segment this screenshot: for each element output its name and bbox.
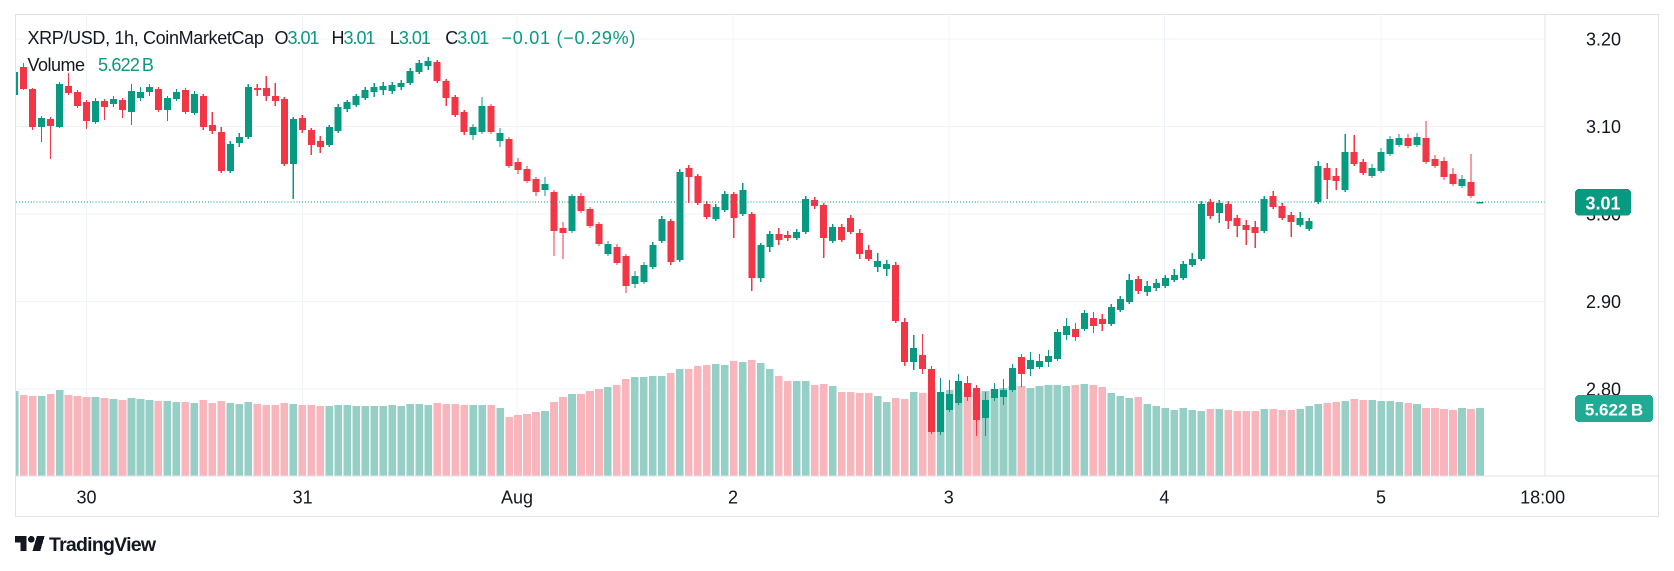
- svg-text:2: 2: [728, 488, 738, 508]
- svg-text:5.622 B: 5.622 B: [1585, 401, 1643, 420]
- svg-text:TradingView: TradingView: [49, 534, 157, 556]
- svg-text:3: 3: [944, 488, 954, 508]
- svg-text:31: 31: [293, 488, 313, 508]
- svg-text:2.80: 2.80: [1586, 380, 1621, 400]
- svg-text:18:00: 18:00: [1520, 488, 1565, 508]
- svg-text:Volume: Volume: [28, 55, 86, 75]
- svg-text:3.10: 3.10: [1586, 117, 1621, 137]
- svg-text:−0.01 (−0.29%): −0.01 (−0.29%): [502, 28, 637, 48]
- svg-text:30: 30: [76, 488, 96, 508]
- svg-text:3.20: 3.20: [1586, 30, 1621, 50]
- svg-text:O3.01: O3.01: [275, 28, 320, 48]
- svg-text:L3.01: L3.01: [390, 28, 431, 48]
- svg-text:Aug: Aug: [501, 488, 533, 508]
- svg-text:5: 5: [1376, 488, 1386, 508]
- svg-text:4: 4: [1159, 488, 1169, 508]
- svg-text:3.01: 3.01: [1585, 194, 1620, 214]
- svg-text:C3.01: C3.01: [445, 28, 489, 48]
- svg-text:H3.01: H3.01: [332, 28, 376, 48]
- svg-text:5.622 B: 5.622 B: [98, 55, 154, 75]
- svg-text:2.90: 2.90: [1586, 292, 1621, 312]
- svg-text:XRP/USD, 1h, CoinMarketCap: XRP/USD, 1h, CoinMarketCap: [28, 28, 264, 48]
